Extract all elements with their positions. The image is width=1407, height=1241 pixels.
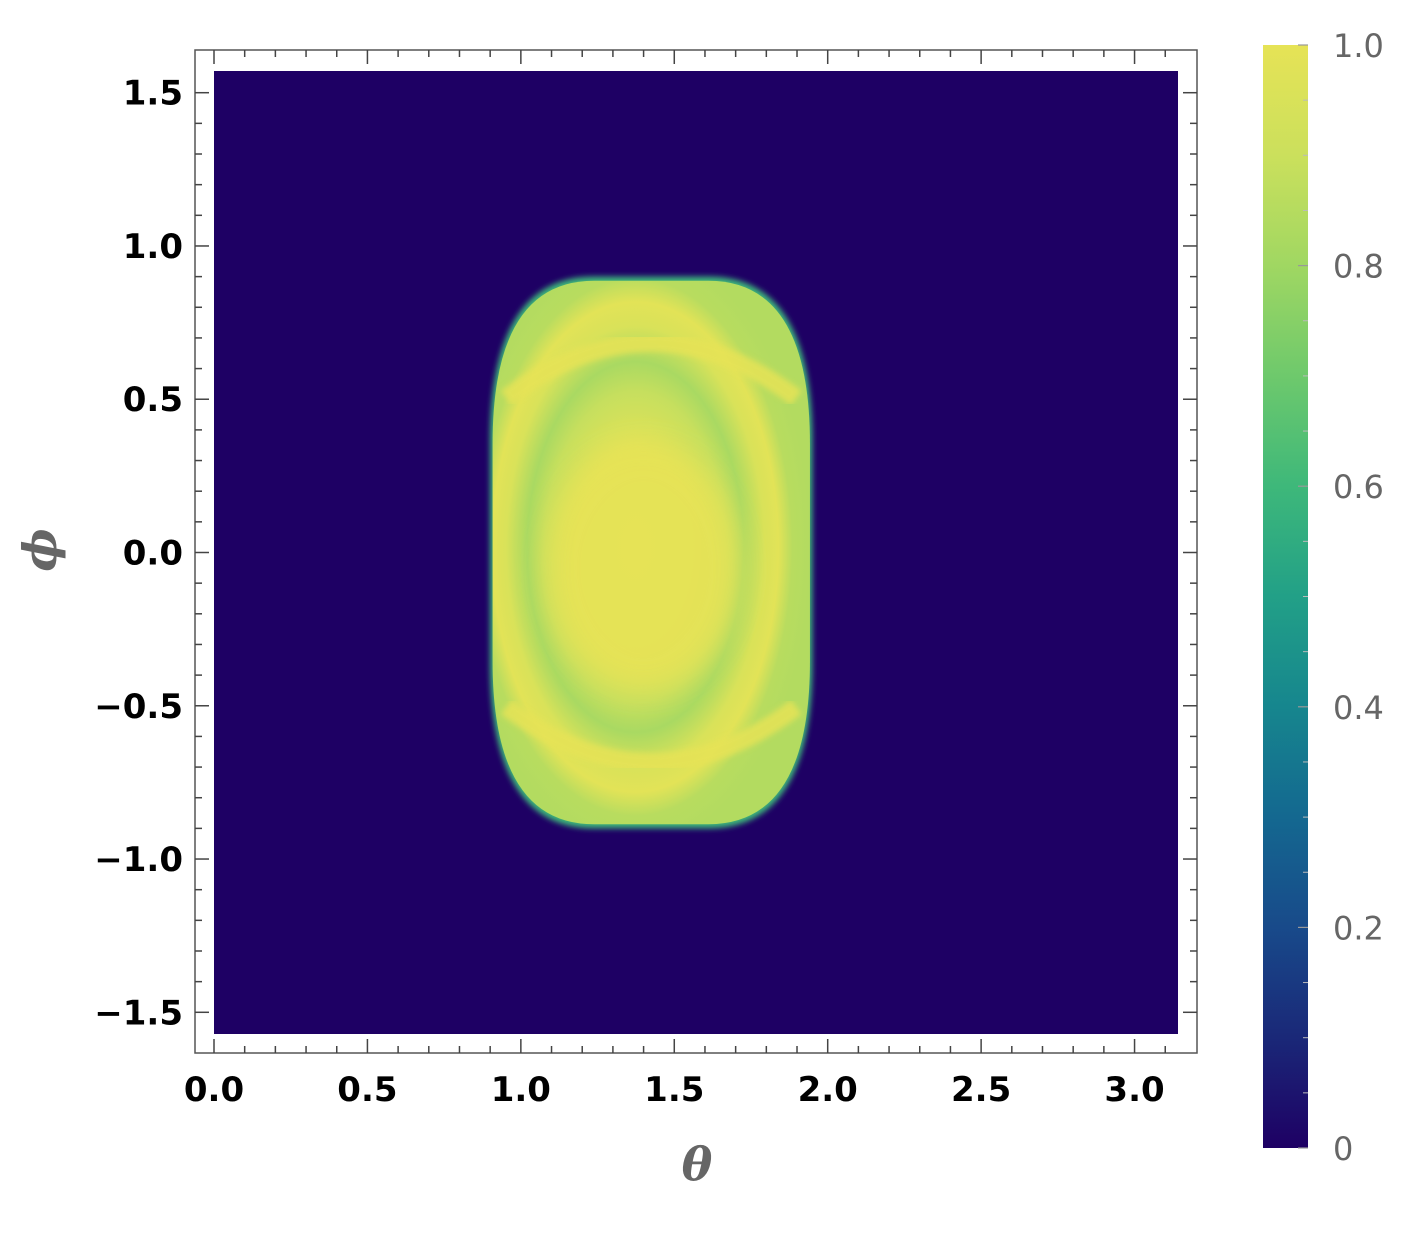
- y-tick-label: −1.5: [94, 993, 183, 1033]
- y-tick-label: 0.5: [123, 380, 183, 420]
- y-tick-label: 1.5: [123, 74, 183, 114]
- high-value-region: [490, 276, 813, 829]
- colorbar-ticks: 1.0 0.8 0.6 0.4 0.2 0: [1298, 27, 1384, 1168]
- colorbar-tick-label: 1.0: [1333, 27, 1384, 65]
- y-tick-label: −1.0: [94, 840, 183, 880]
- x-tick-label: 2.0: [798, 1070, 858, 1110]
- y-axis: 1.5 1.0 0.5 0.0 −0.5 −1.0 −1.5: [94, 74, 1197, 1033]
- y-axis-title: ϕ: [13, 528, 67, 571]
- region-arc-top: [500, 333, 802, 406]
- x-tick-label: 2.5: [951, 1070, 1011, 1110]
- x-tick-label: 0.5: [337, 1070, 397, 1110]
- y-tick-label: 0.0: [123, 534, 183, 574]
- colorbar-tick-label: 0: [1333, 1130, 1353, 1168]
- x-axis: 0.0 0.5 1.0 1.5 2.0 2.5 3.0: [184, 50, 1166, 1110]
- region-core: [546, 446, 741, 690]
- region-arc-bottom: [500, 699, 802, 772]
- colorbar-tick-label: 0.8: [1333, 248, 1384, 286]
- colorbar: [1263, 45, 1308, 1148]
- plot-frame: [194, 49, 1198, 1054]
- colorbar-tick-label: 0.4: [1333, 689, 1384, 727]
- y-tick-label: 1.0: [123, 227, 183, 267]
- x-tick-label: 1.5: [644, 1070, 704, 1110]
- x-axis-title: θ: [682, 1137, 713, 1191]
- x-tick-label: 0.0: [184, 1070, 244, 1110]
- colorbar-tick-label: 0.2: [1333, 909, 1384, 947]
- x-tick-label: 3.0: [1104, 1070, 1164, 1110]
- colorbar-tick-label: 0.6: [1333, 468, 1384, 506]
- y-tick-label: −0.5: [94, 687, 183, 727]
- x-tick-label: 1.0: [491, 1070, 551, 1110]
